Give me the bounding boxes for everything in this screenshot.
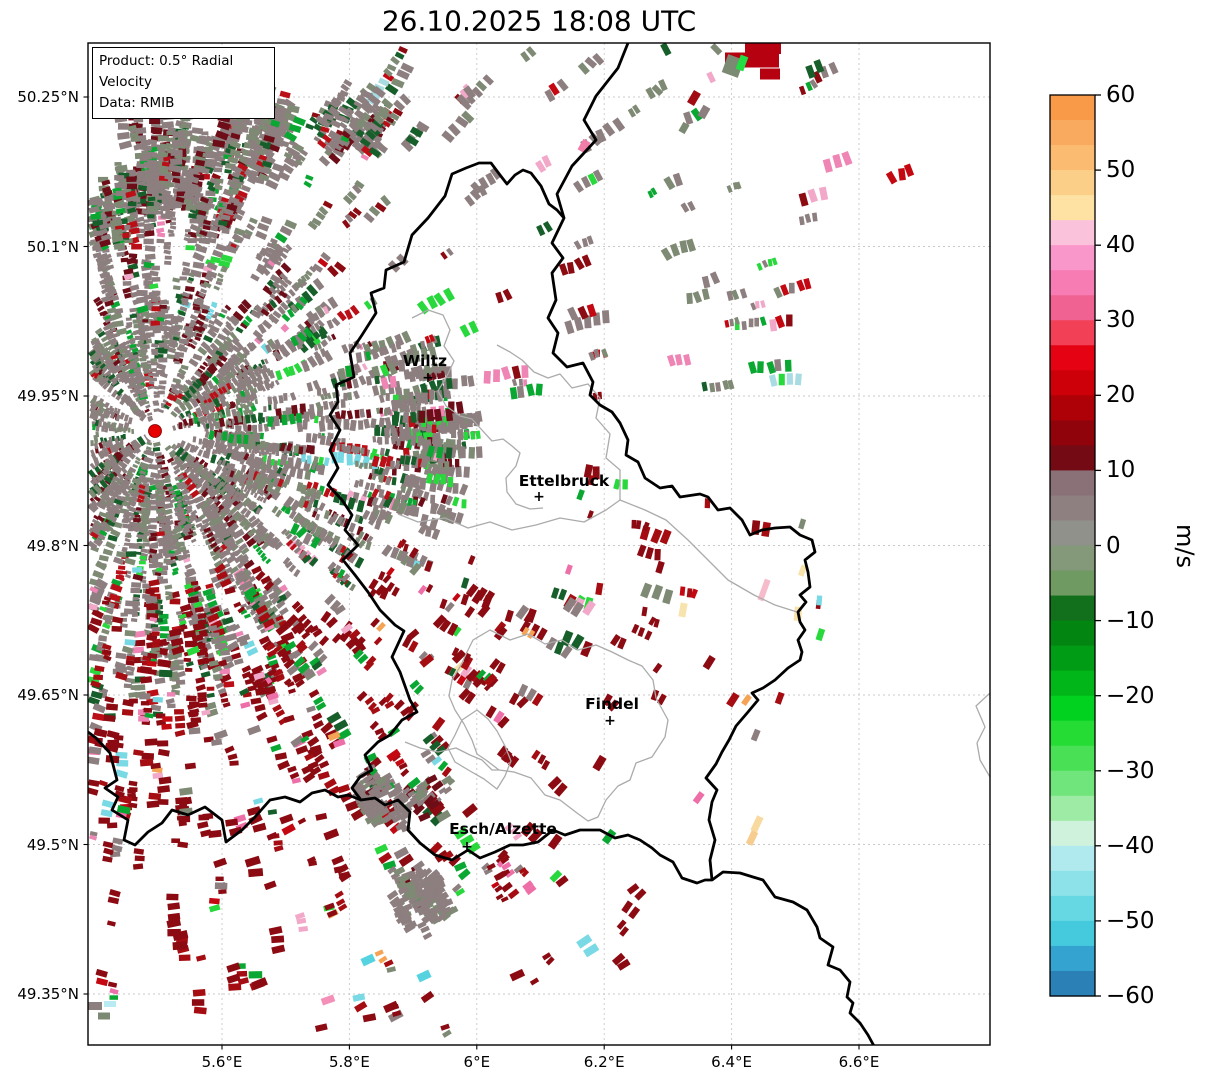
colorbar-tick-label: 60 bbox=[1106, 82, 1136, 108]
y-tick-label: 50.25°N bbox=[17, 88, 79, 106]
city-marker-icon: + bbox=[422, 370, 434, 386]
radar-velocity-pixels bbox=[88, 43, 915, 1038]
product-info-line1: Product: 0.5° Radial Velocity bbox=[99, 53, 234, 90]
x-tick-label: 5.6°E bbox=[201, 1053, 243, 1071]
colorbar-units-label: m/s bbox=[1171, 524, 1199, 568]
x-tick-label: 6°E bbox=[463, 1053, 491, 1071]
colorbar-tick-label: −10 bbox=[1106, 607, 1155, 634]
product-info-line2: Data: RMIB bbox=[99, 94, 175, 111]
y-tick-label: 50.1°N bbox=[26, 237, 79, 256]
radar-velocity-outlier-pixels bbox=[88, 43, 781, 1020]
x-tick-label: 6.4°E bbox=[711, 1053, 753, 1071]
y-tick-label: 49.35°N bbox=[17, 985, 79, 1003]
colorbar-tick-label: 50 bbox=[1106, 157, 1136, 184]
city-marker-icon: + bbox=[533, 489, 545, 505]
regional-borders bbox=[397, 309, 990, 822]
colorbar-tick-label: −30 bbox=[1106, 757, 1155, 784]
grid-lines bbox=[88, 43, 990, 1045]
colorbar-tick-label: 30 bbox=[1106, 307, 1136, 334]
city-label: Ettelbruck bbox=[518, 472, 610, 490]
x-tick-label: 6.6°E bbox=[838, 1053, 880, 1071]
city-marker-icon: + bbox=[461, 839, 473, 855]
product-info-box: Product: 0.5° Radial Velocity Data: RMIB bbox=[92, 47, 275, 119]
country-borders bbox=[88, 43, 876, 1045]
page-title: 26.10.2025 18:08 UTC bbox=[381, 4, 697, 38]
y-tick-label: 49.8°N bbox=[26, 536, 79, 555]
x-tick-label: 5.8°E bbox=[328, 1053, 370, 1071]
colorbar-tick-label: 10 bbox=[1106, 457, 1136, 484]
y-tick-label: 49.65°N bbox=[17, 686, 79, 704]
colorbar-tick-label: 20 bbox=[1106, 382, 1136, 409]
x-tick-label: 6.2°E bbox=[583, 1053, 625, 1071]
colorbar-tick-label: 40 bbox=[1106, 232, 1136, 259]
city-marker-icon: + bbox=[604, 713, 616, 729]
plot-frame-and-ticks bbox=[83, 42, 991, 1050]
colorbar-tick-label: −60 bbox=[1106, 983, 1155, 1009]
colorbar-tick-label: 0 bbox=[1106, 532, 1121, 559]
y-tick-label: 49.5°N bbox=[26, 835, 79, 854]
city-label: Wiltz bbox=[402, 352, 448, 370]
radar-site-marker bbox=[144, 420, 166, 442]
colorbar-tick-label: −20 bbox=[1106, 682, 1155, 709]
colorbar bbox=[1049, 94, 1101, 997]
colorbar-tick-label: −40 bbox=[1106, 832, 1155, 859]
colorbar-tick-label: −50 bbox=[1106, 907, 1155, 934]
city-label: Esch/Alzette bbox=[449, 820, 557, 838]
y-tick-label: 49.95°N bbox=[17, 387, 79, 405]
city-label: Findel bbox=[585, 695, 639, 713]
